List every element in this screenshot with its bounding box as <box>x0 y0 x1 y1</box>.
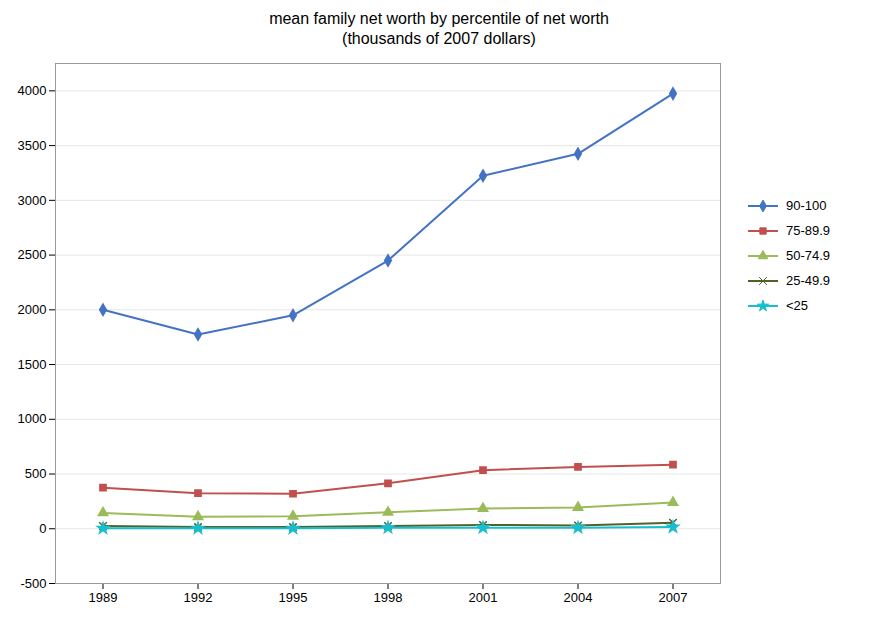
svg-text:2007: 2007 <box>659 590 688 605</box>
html-text:(thousands of 2007 dollars): (thousands of 2007 dollars) <box>342 30 536 47</box>
html-text:75-89.9: 75-89.9 <box>786 223 831 238</box>
svg-text:1000: 1000 <box>18 411 47 426</box>
svg-text:4000: 4000 <box>18 83 47 98</box>
html-text:90-100: 90-100 <box>786 198 827 213</box>
svg-text:2000: 2000 <box>18 302 47 317</box>
svg-text:-500: -500 <box>20 576 46 591</box>
html-text:<25: <25 <box>786 298 809 313</box>
svg-text:2500: 2500 <box>18 247 47 262</box>
svg-text:0: 0 <box>39 521 46 536</box>
svg-text:1500: 1500 <box>18 357 47 372</box>
svg-text:500: 500 <box>25 466 47 481</box>
svg-text:1992: 1992 <box>184 590 213 605</box>
svg-text:3000: 3000 <box>18 193 47 208</box>
svg-text:1989: 1989 <box>89 590 118 605</box>
svg-text:2001: 2001 <box>469 590 498 605</box>
svg-text:1995: 1995 <box>279 590 308 605</box>
svg-text:1998: 1998 <box>374 590 403 605</box>
svg-text:3500: 3500 <box>18 138 47 153</box>
html-text:50-74.9: 50-74.9 <box>786 248 831 263</box>
html-text:25-49.9: 25-49.9 <box>786 273 831 288</box>
html-text:mean family net worth by perce: mean family net worth by percentile of n… <box>269 10 609 27</box>
svg-text:2004: 2004 <box>564 590 593 605</box>
